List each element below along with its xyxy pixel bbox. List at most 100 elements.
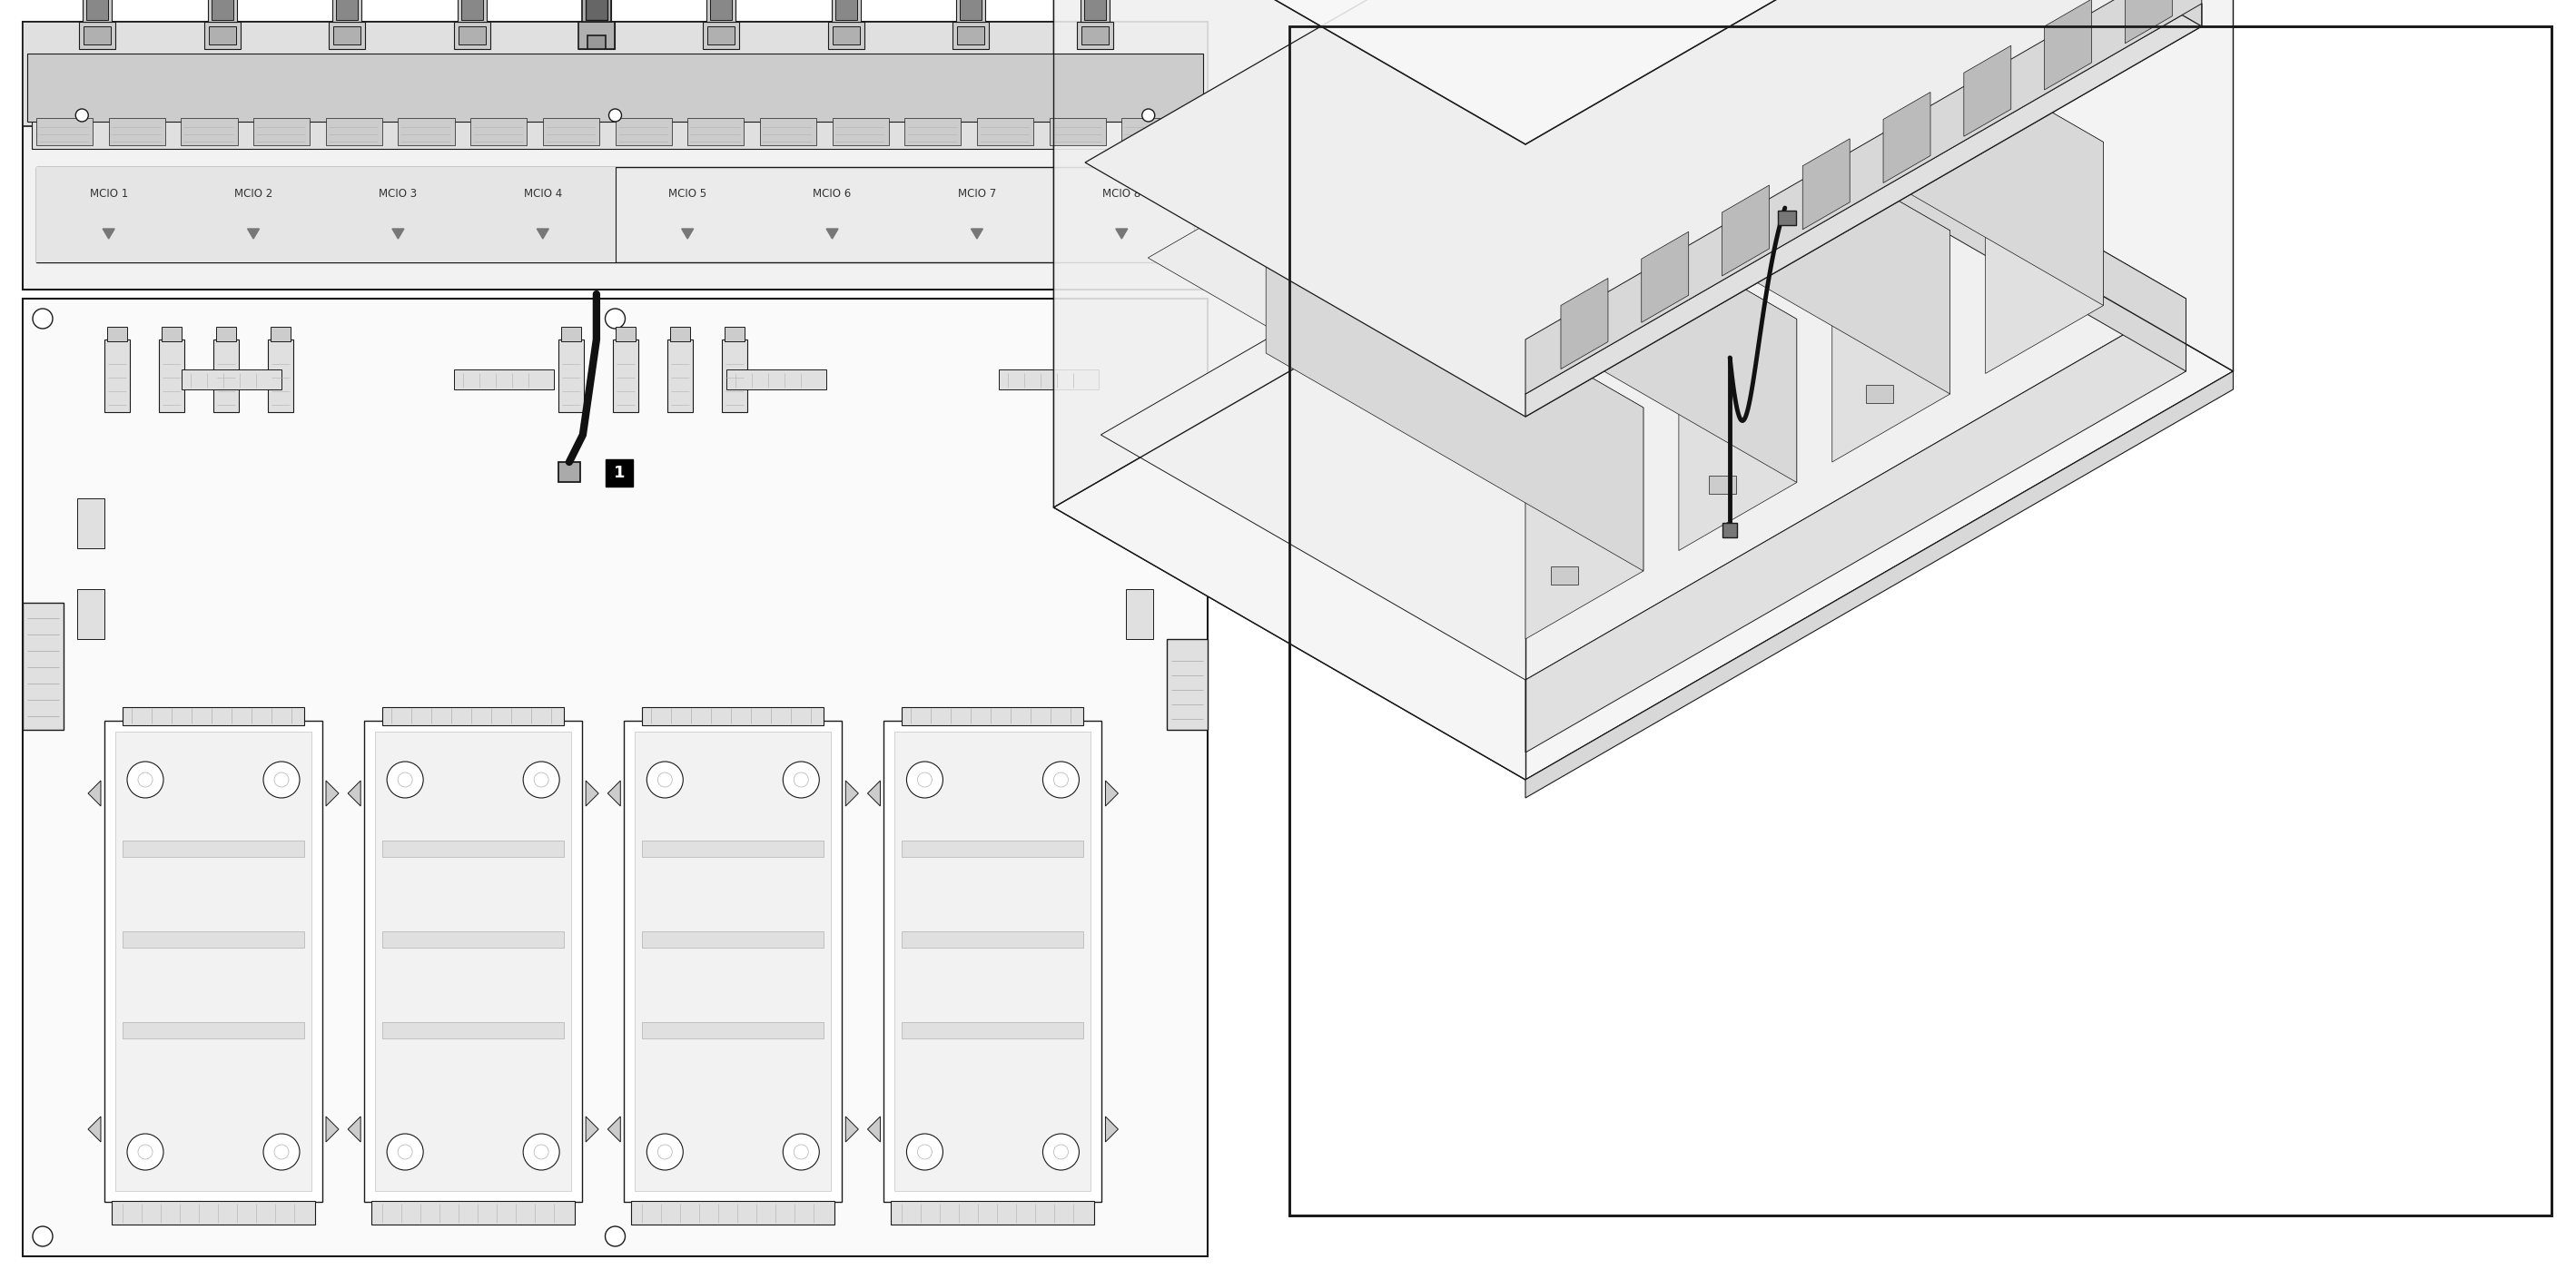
Polygon shape [1832,230,1950,462]
Bar [832,0,860,22]
Bar [80,22,116,49]
Polygon shape [1054,98,2233,780]
Bar [559,339,585,412]
Circle shape [657,1145,672,1159]
Polygon shape [585,1117,598,1142]
Bar [459,27,484,45]
Polygon shape [1561,279,1607,370]
Bar [613,339,639,412]
Bar [23,22,1208,127]
Polygon shape [1607,0,2105,210]
Bar [332,0,361,22]
Polygon shape [827,229,837,239]
Polygon shape [608,780,621,806]
Bar [453,370,554,389]
Text: MCIO 7: MCIO 7 [958,188,997,200]
Bar [453,22,489,49]
Bar [456,0,487,22]
Polygon shape [1149,189,1643,476]
Polygon shape [1525,298,2187,752]
Bar [835,0,858,20]
Bar [124,840,304,857]
Bar [902,931,1084,948]
Polygon shape [2125,0,2172,43]
Bar [711,0,732,20]
Bar [330,22,366,49]
Text: MCIO 4: MCIO 4 [523,188,562,200]
Bar [667,339,693,412]
Bar [623,721,842,1202]
Bar [1708,476,1736,494]
Text: MCIO 1: MCIO 1 [90,188,129,200]
Bar [1048,118,1105,146]
Bar [961,0,981,20]
Polygon shape [88,1117,100,1142]
Bar [688,118,744,146]
Bar [953,22,989,49]
Bar [77,499,106,549]
Polygon shape [1265,189,1643,570]
Circle shape [907,1133,943,1170]
Bar [605,459,634,486]
Bar [1082,0,1110,22]
Bar [399,118,453,146]
Polygon shape [1762,54,2187,371]
Bar [461,0,482,20]
Bar [999,370,1100,389]
Circle shape [647,1133,683,1170]
Bar [36,168,1195,262]
Bar [160,339,185,412]
Bar [703,22,739,49]
Bar [1126,590,1154,640]
Text: MCIO 3: MCIO 3 [379,188,417,200]
Bar [760,118,817,146]
Circle shape [33,1227,52,1246]
Bar [641,707,824,725]
Bar [108,327,126,341]
Polygon shape [1100,54,2187,680]
Bar [902,1022,1084,1039]
Polygon shape [1525,408,1643,640]
Bar [724,327,744,341]
Circle shape [783,761,819,798]
Bar [106,721,322,1202]
Bar [1291,27,2550,1215]
Bar [162,327,180,341]
Polygon shape [1963,46,2012,137]
Polygon shape [1054,0,1762,508]
Bar [976,118,1033,146]
Bar [582,0,611,22]
Circle shape [397,1145,412,1159]
Bar [1126,499,1154,549]
Polygon shape [88,780,100,806]
Polygon shape [1721,185,1770,276]
Bar [721,339,747,412]
Bar [670,327,690,341]
Bar [381,840,564,857]
Bar [577,22,616,49]
Circle shape [1141,109,1154,122]
Bar [706,0,737,22]
Text: 1: 1 [613,464,626,481]
Bar [708,27,734,45]
Polygon shape [1054,0,1525,780]
Bar [31,114,1198,148]
Bar [582,0,611,22]
Polygon shape [971,229,984,239]
Bar [616,118,672,146]
Bar [1077,22,1113,49]
Bar [577,22,616,49]
Polygon shape [348,1117,361,1142]
Circle shape [608,109,621,122]
Bar [585,0,608,20]
Polygon shape [585,780,598,806]
Bar [124,707,304,725]
Polygon shape [247,229,260,239]
Polygon shape [1986,142,2105,373]
Bar [956,0,984,22]
Text: MCIO 6: MCIO 6 [814,188,853,200]
Bar [616,327,636,341]
Bar [1082,27,1110,45]
Circle shape [1043,761,1079,798]
Bar [1777,211,1795,225]
